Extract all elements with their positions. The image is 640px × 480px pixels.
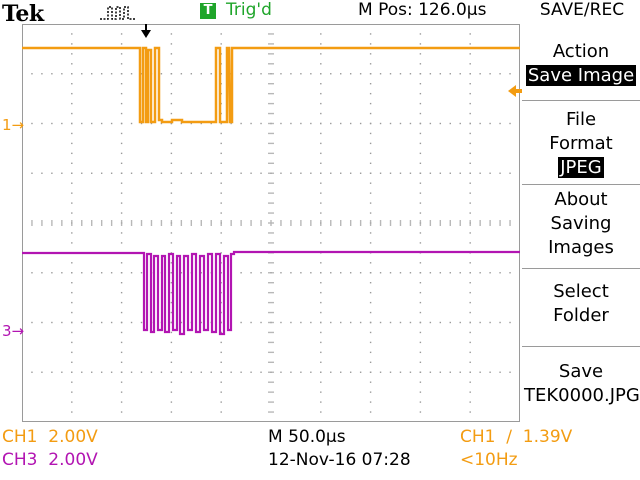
file-format-label: File [565,109,597,130]
ch1-ground-marker: 1→ [2,116,25,134]
menu-title: SAVE/REC [539,0,625,20]
action-value: Save Image [525,65,637,86]
about-label-2: Saving [550,213,612,234]
ch3-scale-readout: CH3 2.00V [2,450,98,470]
save-file-button[interactable]: Save TEK0000.JPG [524,360,640,408]
waveform-display [22,24,520,422]
ch3-ground-marker: 3→ [2,322,25,340]
menu-divider [522,184,640,185]
action-label: Action [552,41,610,62]
select-label-1: Select [553,281,609,302]
graticule [22,24,520,422]
trigger-status: Trig'd [226,0,272,20]
save-label: Save [558,361,604,382]
file-format-menu-button[interactable]: File Format JPEG [524,108,638,180]
action-menu-button[interactable]: Action Save Image [524,40,638,88]
menu-divider [522,346,640,347]
timebase-readout: M 50.0µs [268,427,346,447]
frequency-readout: <10Hz [460,450,518,470]
trigger-badge: T [200,3,216,19]
brand-logo: Tek [2,1,44,27]
ch3-waveform [22,250,520,336]
trigger-setting-readout: CH1 ∕ 1.39V [460,427,573,447]
datetime-readout: 12-Nov-16 07:28 [268,450,411,470]
select-label-2: Folder [553,305,609,326]
about-label-3: Images [548,237,614,258]
menu-divider [522,268,640,269]
about-label-1: About [554,189,608,210]
file-format-label-2: Format [549,133,613,154]
save-filename: TEK0000.JPG [524,385,640,406]
ch1-waveform [22,46,520,124]
file-format-value: JPEG [558,157,604,178]
trigger-position-arrow [141,24,151,38]
select-folder-button[interactable]: Select Folder [524,280,638,328]
horizontal-position-readout: M Pos: 126.0µs [358,0,487,20]
single-pulse-icon [100,6,136,20]
menu-divider [522,100,640,101]
about-saving-images-button[interactable]: About Saving Images [524,188,638,260]
ch1-scale-readout: CH1 2.00V [2,427,98,447]
trigger-level-marker [508,85,522,97]
